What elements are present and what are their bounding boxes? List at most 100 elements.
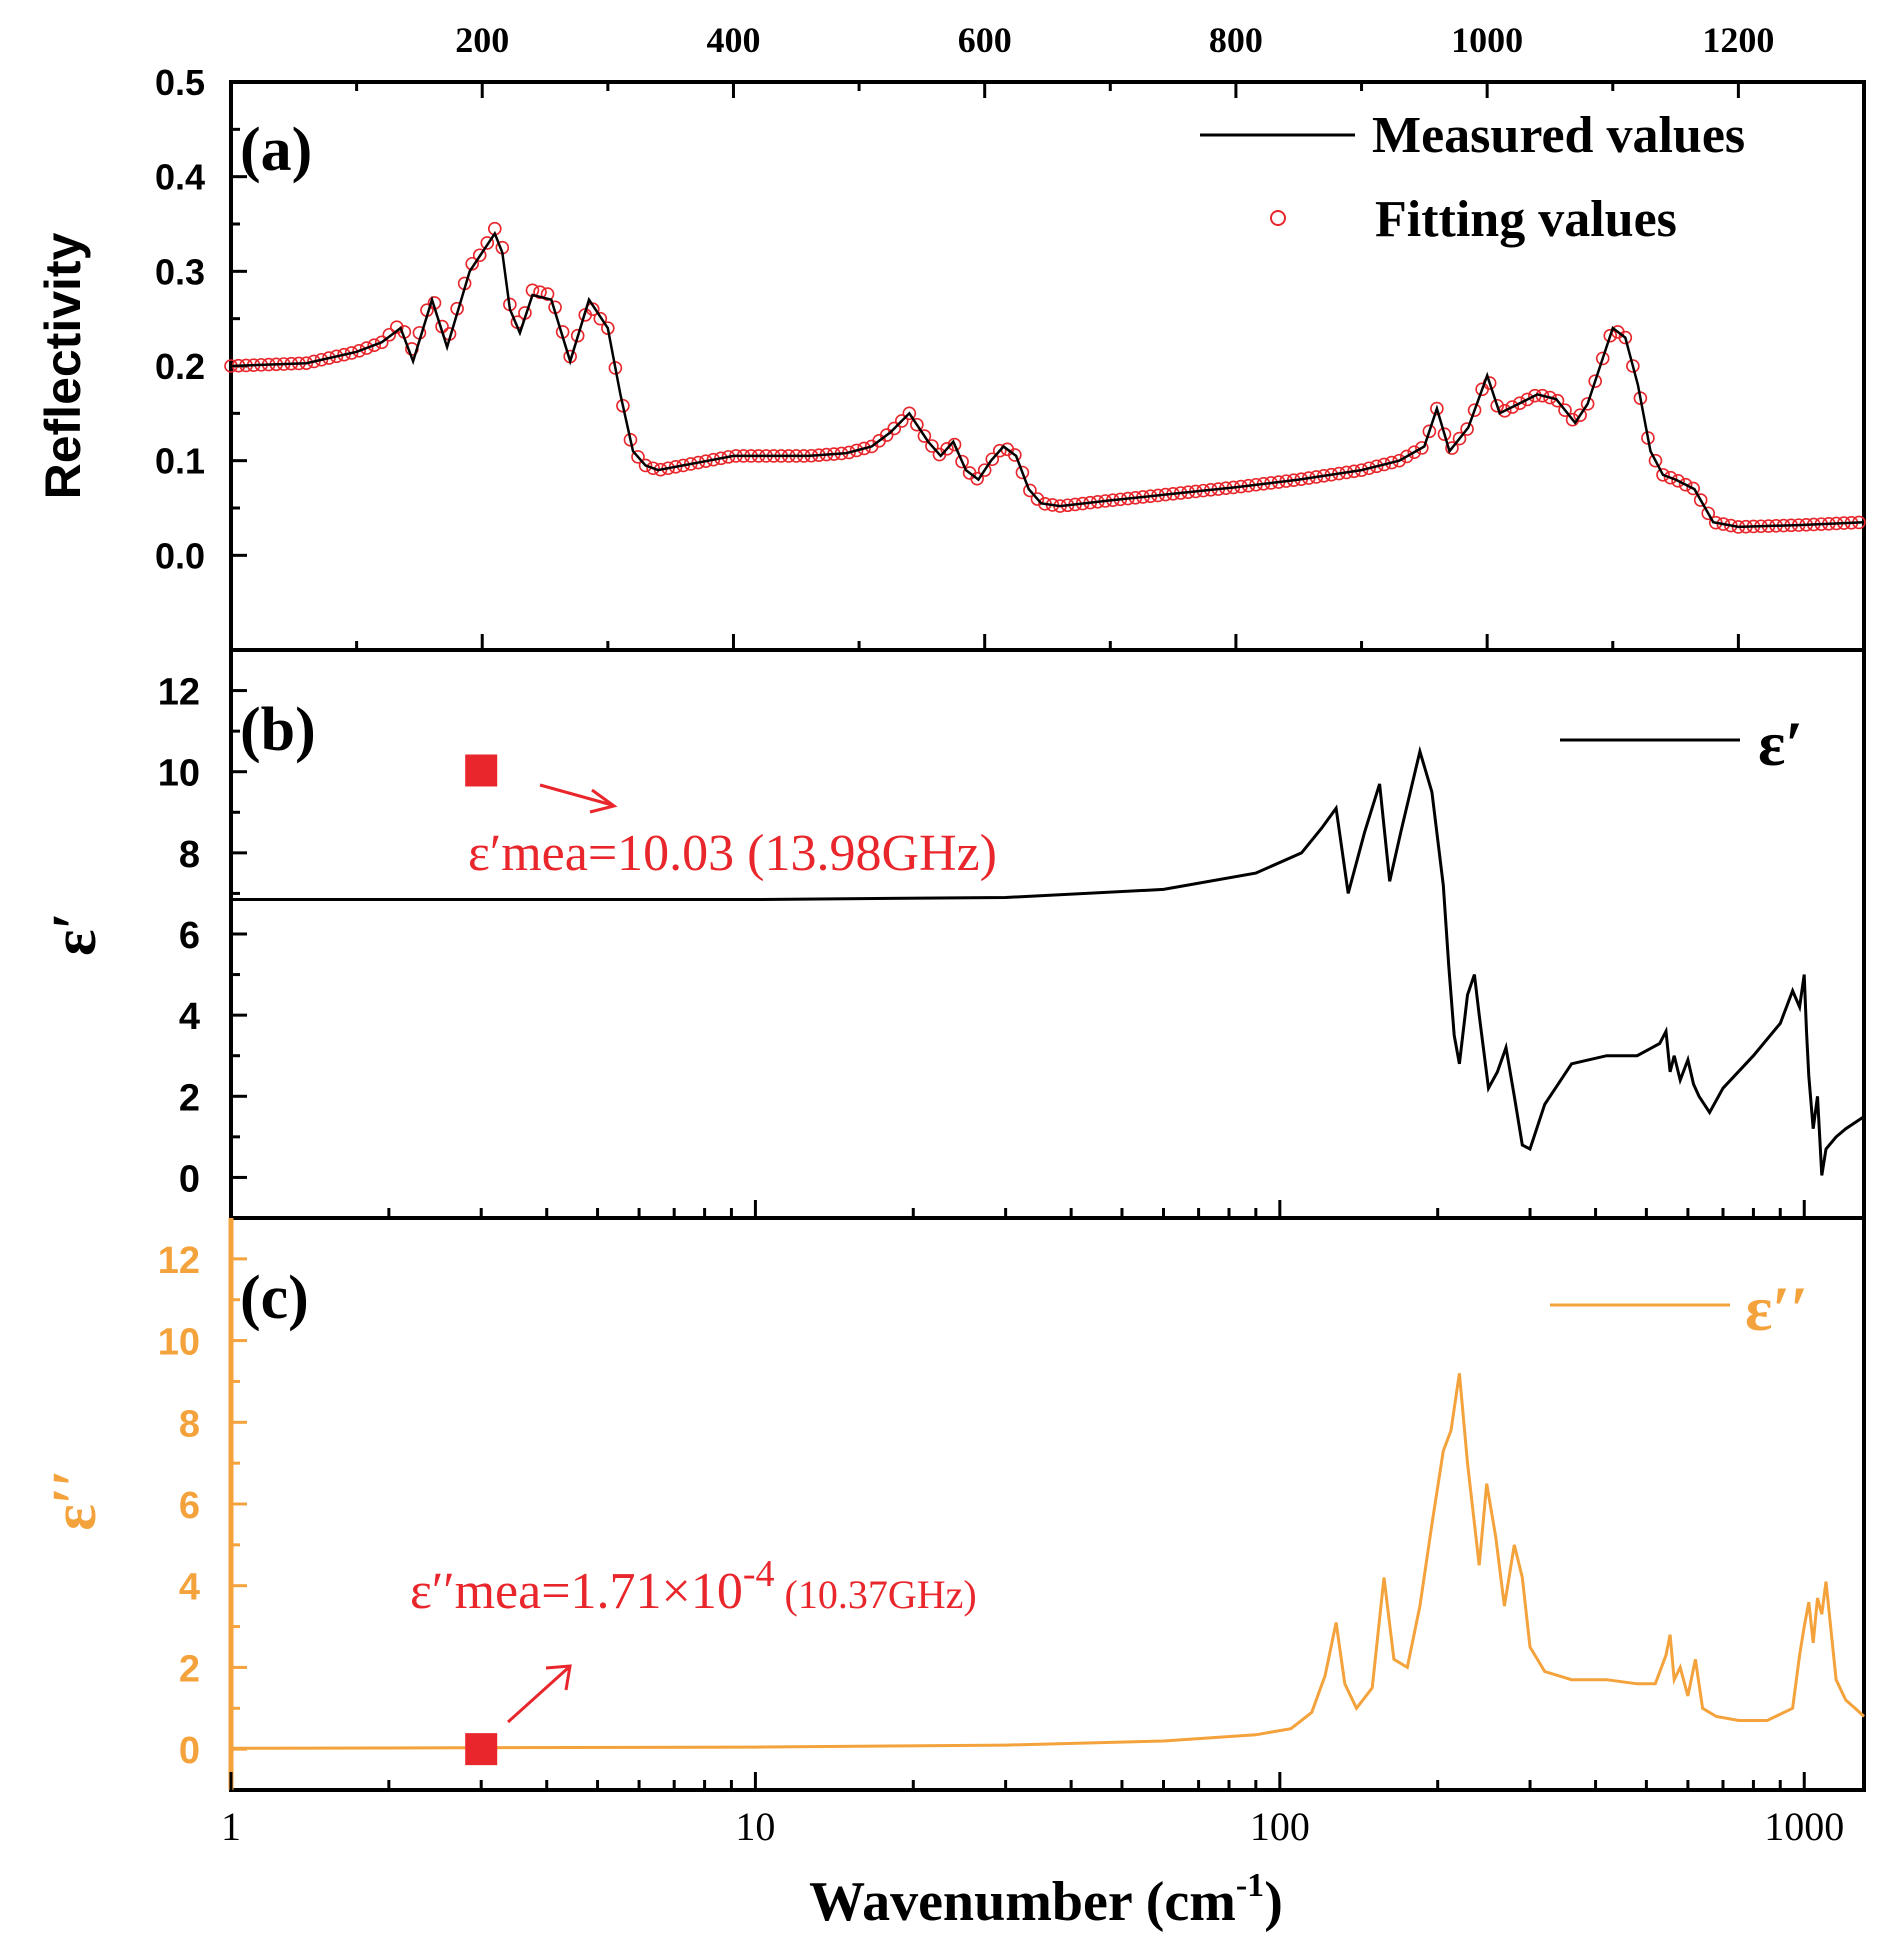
panel-b-y-tick-label: 10: [158, 753, 200, 795]
panel-b-left-axis: 0 2 4 6 8 10 12: [158, 672, 247, 1200]
fitting-value-point: [1460, 422, 1474, 436]
fitting-value-point: [359, 341, 374, 355]
panel-c-annotation-suffix: (10.37GHz): [775, 1572, 977, 1617]
fitting-value-point: [1686, 481, 1700, 496]
log-minor-ticks: [229, 1200, 1806, 1790]
panel-b-y-tick-label: 4: [179, 996, 200, 1038]
fitting-value-point: [1008, 448, 1022, 462]
panel-c-x-tick-label: 1000: [1764, 1804, 1844, 1849]
fitting-value-point: [1362, 461, 1376, 476]
fitting-value-point: [329, 349, 344, 364]
panel-c-y-tick-label: 8: [179, 1403, 200, 1445]
panel-a-top-tick-label: 200: [455, 20, 509, 60]
x-axis-label-sup: -1: [1236, 1867, 1264, 1904]
panel-a-top-tick-label: 1200: [1702, 20, 1774, 60]
fitting-value-point: [917, 429, 932, 443]
fitting-value-point: [1452, 431, 1467, 446]
fitting-value-point: [1573, 408, 1587, 423]
panel-a-y-tick-label: 0.4: [155, 157, 205, 198]
panel-c-y-axis: 0 2 4 6 8 10 12: [158, 1240, 247, 1772]
legend-fitting-label: Fitting values: [1375, 191, 1677, 248]
panel-c-ylabel: ε′′: [41, 1469, 109, 1530]
panel-c-annotation-sup: -4: [743, 1553, 775, 1595]
fitting-value-point: [1422, 424, 1437, 439]
panel-c-y-tick-label: 0: [179, 1730, 200, 1772]
panel-c-measured-marker: [465, 1733, 498, 1766]
fitting-value-point: [540, 287, 555, 301]
fitting-value-point: [570, 328, 585, 343]
fitting-value-point: [1445, 441, 1459, 455]
legend-fitting-marker: [1270, 210, 1286, 226]
panel-c-annotation-prefix: ε′′mea=1.71×10: [410, 1563, 743, 1620]
legend-eps-imag-label: ε′′: [1745, 1273, 1808, 1344]
fitting-value-point: [1369, 459, 1384, 474]
fitting-value-point: [1407, 445, 1422, 459]
x-axis-label-main: Wavenumber (cm: [809, 1871, 1236, 1933]
x-axis-label-close: ): [1264, 1871, 1283, 1933]
fitting-value-point: [1626, 359, 1640, 373]
fitting-value-point: [646, 461, 660, 476]
fitting-value-point: [985, 452, 1000, 467]
legend-measured-label: Measured values: [1372, 107, 1745, 164]
eps-imag-line: [230, 1373, 1866, 1750]
fitting-value-point: [1384, 455, 1399, 470]
panel-a-y-tick-label: 0.1: [155, 441, 205, 482]
fitting-value-point: [925, 439, 939, 453]
fitting-value-point: [1588, 374, 1602, 388]
panel-b-arrow: [539, 783, 618, 814]
panel-c-bottom-axis: 1 10 100 1000: [221, 1804, 1844, 1849]
fitting-value-point: [337, 347, 351, 362]
fitting-value-point: [902, 406, 917, 421]
fitting-value-point: [1550, 393, 1565, 408]
fitting-value-point: [1671, 474, 1685, 488]
panel-a-label: (a): [240, 116, 312, 184]
fitting-value-point: [623, 433, 638, 447]
fitting-value-point: [887, 421, 902, 436]
x-axis-label: Wavenumber (cm-1): [809, 1867, 1283, 1933]
fitting-value-point: [382, 327, 397, 342]
panel-a-y-tick-label: 0.5: [155, 62, 205, 103]
panel-a-y-tick-label: 0.3: [155, 251, 205, 292]
fitting-value-point: [352, 344, 366, 358]
fitting-value-point: [1520, 392, 1535, 407]
fitting-value-point: [367, 338, 382, 352]
panel-a-ylabel: Reflectivity: [35, 232, 91, 499]
fitting-value-point: [374, 335, 389, 350]
fitting-value-point: [1399, 449, 1414, 464]
fitting-value-point: [472, 248, 487, 263]
fitting-value-point: [947, 437, 962, 452]
eps-real-line: [231, 745, 1865, 1176]
fitting-value-point: [638, 458, 653, 473]
panel-b-label: (b): [240, 696, 316, 764]
fitting-value-point: [616, 398, 630, 413]
fitting-value-point: [1648, 453, 1663, 468]
fitting-value-point: [1392, 453, 1407, 468]
fitting-value-point: [1603, 328, 1618, 343]
panel-b-y-tick-label: 12: [158, 672, 200, 714]
fitting-value-point: [879, 428, 894, 442]
panel-b-y-tick-label: 0: [179, 1158, 200, 1200]
panel-c-y-tick-label: 6: [179, 1485, 200, 1527]
fitting-value-point: [1437, 427, 1452, 441]
panel-c-y-tick-label: 2: [179, 1648, 200, 1690]
fitting-value-point: [1693, 493, 1708, 507]
fitting-value-point: [1618, 330, 1633, 345]
fitting-value-point: [970, 471, 984, 486]
legend-eps-real-label: ε′: [1758, 708, 1803, 779]
panel-a-y-tick-label: 0.0: [155, 535, 205, 576]
fitting-value-point: [1543, 390, 1557, 405]
fitting-value-point: [593, 311, 608, 326]
panel-a-top-tick-label: 1000: [1451, 20, 1523, 60]
panel-b-y-tick-label: 8: [179, 834, 200, 876]
panel-a-top-axis: 200 400 600 800 1000 1200: [355, 20, 1866, 650]
panel-a-y-tick-label: 0.2: [155, 346, 205, 387]
fitting-value-point: [307, 354, 321, 369]
fitting-value-point: [1513, 396, 1527, 411]
panel-a-frame: [229, 80, 1866, 652]
fitting-value-point: [1663, 470, 1678, 485]
panel-a-top-tick-label: 600: [958, 20, 1012, 60]
fitting-value-point: [992, 443, 1007, 458]
fitting-value-point: [910, 417, 924, 432]
fitting-value-point: [1377, 457, 1391, 472]
